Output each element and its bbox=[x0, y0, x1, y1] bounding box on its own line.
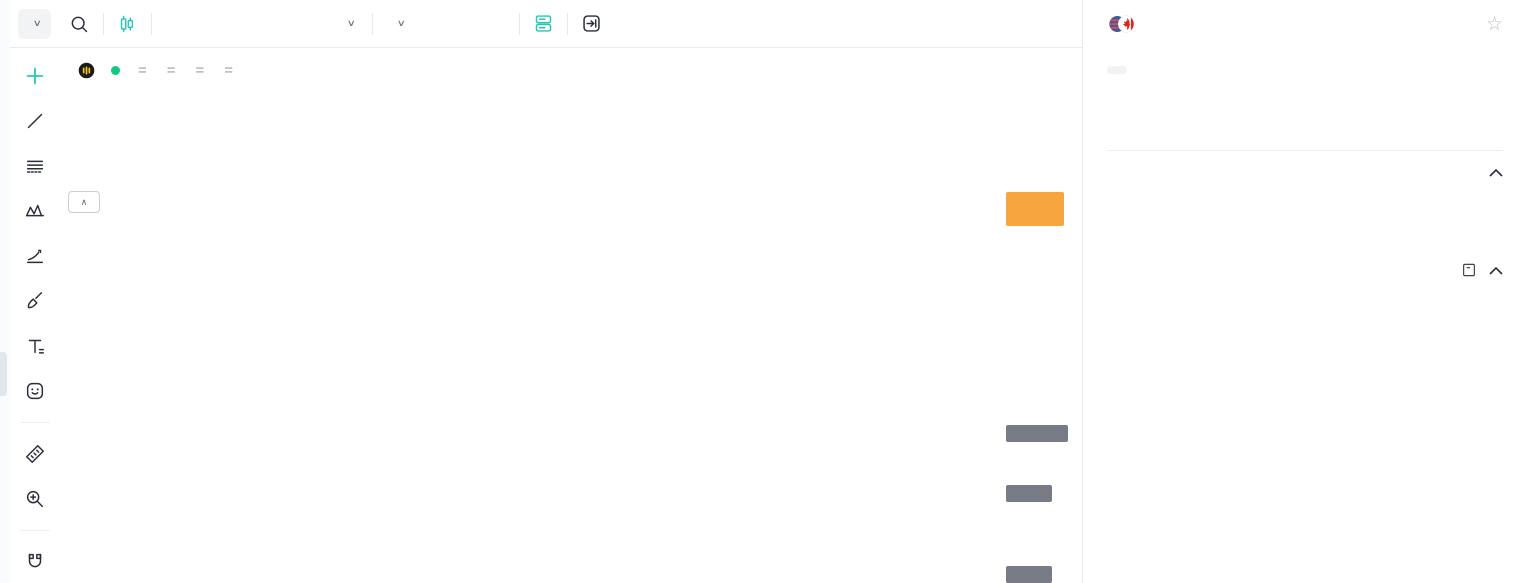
fib-lines-tool-button[interactable] bbox=[21, 152, 49, 180]
trendline-icon bbox=[27, 113, 43, 129]
toolbar-divider bbox=[518, 12, 520, 35]
macd-zero-badge bbox=[1006, 425, 1068, 442]
trendline-tool-button[interactable] bbox=[21, 107, 49, 135]
current-price-badge bbox=[1006, 192, 1064, 226]
crosshair-icon bbox=[26, 67, 44, 85]
symbol-detail-panel: ☆ bbox=[1082, 0, 1527, 583]
text-tool-button[interactable] bbox=[21, 332, 49, 360]
magnet-tool-button[interactable] bbox=[21, 548, 49, 576]
quote-stats-grid bbox=[1107, 101, 1503, 130]
rail-divider bbox=[20, 530, 50, 531]
perf-5y bbox=[1241, 213, 1375, 218]
legend-collapse-button[interactable]: ∧ bbox=[68, 191, 100, 213]
left-edge-strip bbox=[0, 0, 10, 583]
market-status-dot bbox=[111, 66, 120, 75]
ohlc-low: = bbox=[195, 62, 205, 79]
stat-open bbox=[1107, 101, 1241, 106]
related-symbols-table bbox=[1107, 291, 1503, 321]
chevron-down-icon: ∨ bbox=[32, 18, 42, 28]
magnifier-plus-icon bbox=[26, 490, 44, 508]
perf-all bbox=[1375, 213, 1503, 218]
related-section-header[interactable] bbox=[1107, 262, 1503, 278]
legend-ma12[interactable] bbox=[68, 163, 76, 179]
rsi-30-badge bbox=[1006, 566, 1052, 583]
stat-bid bbox=[1375, 101, 1503, 106]
brush-icon bbox=[27, 292, 43, 309]
ohlc-high: = bbox=[166, 62, 176, 79]
drawing-toolbar bbox=[10, 48, 60, 583]
chevron-down-icon[interactable]: ∨ bbox=[346, 18, 356, 28]
rsi-legend[interactable] bbox=[68, 483, 75, 498]
chevron-up-icon: ∧ bbox=[80, 196, 88, 207]
measure-tool-button[interactable] bbox=[21, 440, 49, 468]
perf-1m bbox=[1241, 191, 1375, 196]
crosshair-tool-button[interactable] bbox=[21, 62, 49, 90]
perf-6m bbox=[1375, 191, 1503, 196]
projection-tool-button[interactable] bbox=[21, 242, 49, 270]
favorite-star-icon[interactable]: ☆ bbox=[1485, 13, 1503, 35]
ohlc-open: = bbox=[138, 62, 147, 79]
divider bbox=[1107, 150, 1503, 151]
ruler-icon bbox=[26, 445, 44, 463]
rail-divider bbox=[20, 422, 50, 423]
chevron-up-icon bbox=[1489, 168, 1503, 177]
search-icon bbox=[71, 16, 87, 32]
performance-section-header[interactable] bbox=[1107, 168, 1503, 177]
toolbar-divider bbox=[566, 12, 568, 35]
layout-panels-icon bbox=[535, 15, 552, 32]
stat-ask bbox=[1375, 125, 1503, 130]
chart-menu-button[interactable]: ∨ bbox=[18, 8, 51, 39]
zigzag-pattern-icon bbox=[26, 204, 44, 217]
perf-52w-low bbox=[1241, 235, 1375, 240]
stat-prev-close bbox=[1107, 125, 1241, 130]
text-icon bbox=[28, 339, 44, 354]
broker-badge[interactable] bbox=[1107, 66, 1127, 74]
list-panel-icon[interactable] bbox=[1461, 262, 1477, 278]
candlestick-icon bbox=[120, 15, 133, 32]
symbol-search-button[interactable] bbox=[69, 14, 89, 34]
perf-max-drawdown bbox=[1375, 235, 1503, 240]
indicators-button[interactable]: ∨ bbox=[387, 18, 407, 29]
timeframe-list: ∨ bbox=[168, 18, 355, 29]
brush-tool-button[interactable] bbox=[21, 287, 49, 315]
magnet-icon bbox=[28, 553, 42, 568]
chevron-down-icon: ∨ bbox=[396, 18, 407, 28]
usdcad-flag-icon bbox=[1108, 15, 1136, 33]
sticker-tool-button[interactable] bbox=[21, 377, 49, 405]
smiley-icon bbox=[26, 382, 44, 400]
horizontal-lines-icon bbox=[26, 160, 44, 173]
toolbar-divider bbox=[372, 12, 374, 35]
layout-button[interactable] bbox=[533, 13, 554, 34]
zoom-in-tool-button[interactable] bbox=[21, 485, 49, 513]
toolbar-divider bbox=[102, 12, 104, 35]
panel-drag-handle[interactable] bbox=[0, 352, 7, 396]
legend-ma200[interactable] bbox=[68, 119, 76, 135]
chevron-up-icon[interactable] bbox=[1489, 266, 1503, 275]
performance-grid bbox=[1107, 191, 1503, 240]
arrow-to-bar-icon bbox=[583, 15, 600, 32]
symbol-header: ☆ bbox=[1107, 12, 1503, 36]
perf-1y bbox=[1107, 213, 1241, 218]
stat-low bbox=[1241, 125, 1375, 130]
legend-ma50[interactable] bbox=[68, 141, 76, 157]
pattern-tool-button[interactable] bbox=[21, 197, 49, 225]
chart-title-row: = = = = bbox=[78, 62, 267, 79]
toolbar-divider bbox=[150, 12, 152, 35]
price-chart[interactable] bbox=[0, 0, 1082, 583]
rsi-70-badge bbox=[1006, 485, 1052, 502]
perf-5d bbox=[1107, 191, 1241, 196]
symbol-logo-icon bbox=[78, 62, 95, 79]
stat-high bbox=[1241, 101, 1375, 106]
macd-legend[interactable] bbox=[68, 377, 103, 392]
chart-toolbar: ∨ ∨ ∨ bbox=[10, 0, 1082, 48]
perf-52w-high bbox=[1107, 235, 1241, 240]
candle-style-button[interactable] bbox=[117, 14, 137, 34]
ohlc-close: = bbox=[224, 62, 234, 79]
collapse-panel-button[interactable] bbox=[581, 13, 602, 34]
arrow-curve-icon bbox=[26, 249, 44, 264]
